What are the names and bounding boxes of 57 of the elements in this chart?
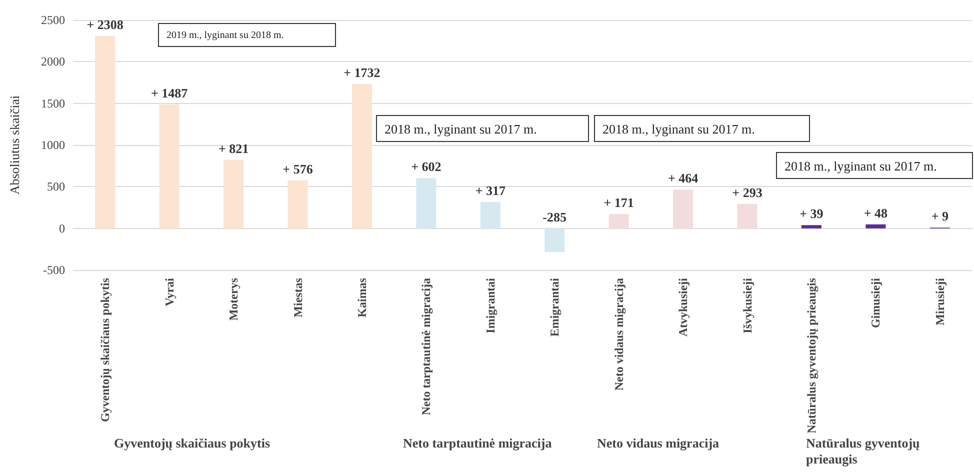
bar [288, 180, 308, 228]
data-label: + 2308 [86, 17, 124, 32]
bar [159, 104, 180, 228]
x-tick-label: Gyventojų skaičiaus pokytis [98, 278, 112, 422]
bar [673, 190, 694, 228]
data-label: + 1732 [344, 65, 380, 80]
bar [866, 224, 886, 228]
bar [416, 178, 436, 228]
x-tick-label: Emigrantai [548, 277, 562, 337]
x-tick-label: Imigrantai [483, 277, 498, 334]
x-tick-label: Neto vidaus migracija [612, 278, 626, 391]
x-tick-label: Mirusieji [932, 277, 947, 326]
x-tick-label: Gimusieji [868, 277, 883, 328]
annotation: 2019 m., lyginant su 2018 m. [166, 30, 284, 41]
x-tick-label: Atvykusieji [676, 277, 690, 337]
text: Neto tarptautinė migracija [403, 436, 552, 450]
data-label: + 821 [218, 140, 249, 156]
bar [480, 202, 500, 228]
bar [801, 225, 822, 228]
x-tick-label: Moterys [226, 278, 241, 321]
bar [95, 36, 116, 228]
bar [224, 160, 244, 228]
annotation: 2018 m., lyginant su 2017 m. [384, 122, 537, 136]
x-tick-label: Neto tarptautinė migracija [419, 278, 434, 416]
annotation: 2018 m., lyginant su 2017 m. [602, 122, 755, 136]
y-tick-label: 1500 [41, 96, 65, 110]
data-label: + 576 [282, 161, 314, 176]
text: Gyventojų skaičiaus pokytis [114, 436, 270, 450]
data-label: + 1487 [150, 85, 188, 100]
y-tick-label: 1000 [41, 138, 65, 152]
y-tick-label: -500 [43, 263, 65, 277]
x-tick-label: Kaimas [354, 278, 369, 318]
y-tick-label: 2500 [41, 13, 65, 27]
data-label: + 9 [931, 208, 949, 224]
bar [352, 84, 372, 228]
y-axis-title: Absoliutus skaičiai [7, 94, 22, 195]
data-label: -285 [542, 209, 568, 224]
data-label: + 602 [411, 159, 442, 174]
data-label: + 293 [732, 184, 763, 200]
data-label: + 317 [475, 182, 506, 198]
text: Neto vidaus migracija [597, 436, 720, 450]
y-tick-label: 500 [47, 180, 65, 194]
bar [737, 204, 758, 228]
y-tick-label: 0 [59, 221, 65, 236]
data-label: + 171 [604, 195, 634, 210]
data-label: + 39 [800, 206, 824, 222]
text: Natūralus gyventojų prieaugis [806, 436, 924, 466]
data-label: + 464 [668, 170, 699, 186]
bar [608, 214, 629, 228]
annotation: 2018 m., lyginant su 2017 m. [784, 158, 937, 174]
x-tick-label: Vyrai [162, 277, 176, 306]
x-tick-label: Miestas [290, 278, 305, 318]
y-tick-label: 2000 [41, 54, 65, 69]
x-tick-label: Išvykusieji [740, 277, 754, 334]
data-label: + 48 [864, 205, 888, 220]
x-tick-label: Natūralus gyventojų prieaugis [804, 278, 818, 434]
bar [544, 228, 565, 252]
